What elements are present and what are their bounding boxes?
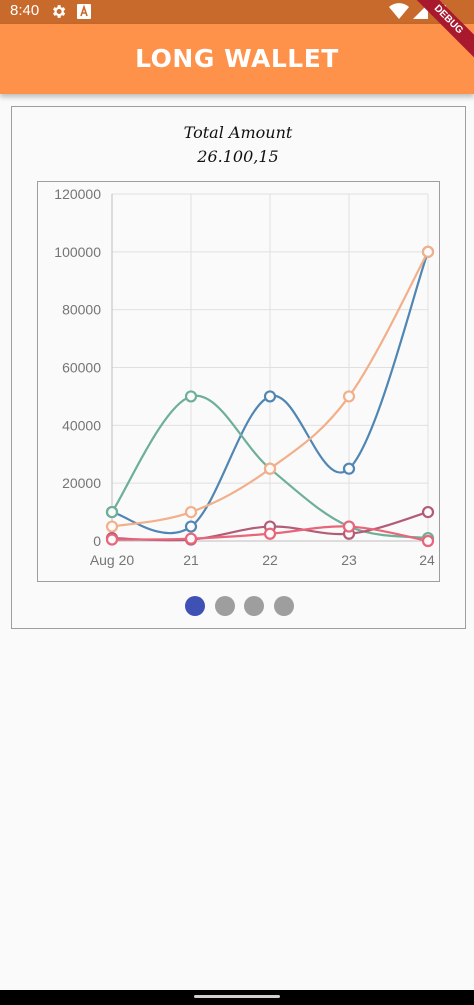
navigation-bar xyxy=(0,990,474,1005)
series-5-point xyxy=(342,520,356,533)
series-2-point xyxy=(105,505,119,519)
series-line-1 xyxy=(111,251,430,535)
app-title: LONG WALLET xyxy=(135,44,339,73)
page-dot-4[interactable] xyxy=(273,596,294,616)
app-bar: LONG WALLET xyxy=(0,24,474,94)
series-1-point xyxy=(184,520,198,533)
x-tick-label: 22 xyxy=(262,552,278,568)
page-dot-3[interactable] xyxy=(244,596,264,616)
page-dot-2[interactable] xyxy=(214,596,235,616)
series-3-point xyxy=(421,245,435,258)
y-tick-label: 0 xyxy=(93,533,101,549)
y-tick-label: 80000 xyxy=(62,302,101,318)
series-4-point xyxy=(421,505,435,519)
wifi-icon xyxy=(389,3,409,24)
y-tick-label: 60000 xyxy=(62,360,101,376)
x-tick-label: Aug 20 xyxy=(90,552,135,568)
y-tick-label: 100000 xyxy=(54,244,101,260)
series-2-point xyxy=(184,390,198,403)
x-tick-label: 23 xyxy=(341,552,357,568)
status-bar: 8:40 xyxy=(0,0,474,24)
x-tick-label: 21 xyxy=(183,552,199,568)
series-1-point xyxy=(263,390,277,403)
battery-icon xyxy=(436,3,446,24)
signal-icon xyxy=(412,3,429,24)
series-5-point xyxy=(263,527,277,540)
series-5-point xyxy=(421,534,435,548)
y-tick-label: 120000 xyxy=(54,186,101,202)
y-tick-label: 20000 xyxy=(62,475,101,491)
total-amount-label: Total Amount xyxy=(183,123,293,142)
y-tick-label: 40000 xyxy=(62,417,101,433)
series-1-point xyxy=(342,462,356,475)
status-time: 8:40 xyxy=(10,2,40,19)
series-3-point xyxy=(105,520,119,533)
home-handle[interactable] xyxy=(194,995,280,998)
chart-frame[interactable]: 0 20000 40000 60000 80000 100000 120000 Aug 20 2… xyxy=(37,181,440,582)
x-tick-label: 24 xyxy=(419,552,435,568)
total-amount-value: 26.100,15 xyxy=(197,147,279,166)
line-chart[interactable]: 0 20000 40000 60000 80000 100000 120000 Aug 20 2… xyxy=(38,182,438,580)
series-5-point xyxy=(105,533,119,546)
series-5-point xyxy=(184,532,198,545)
page-indicator xyxy=(0,596,474,616)
series-line-3 xyxy=(111,251,429,528)
series-line-2 xyxy=(111,394,429,540)
a-badge-icon xyxy=(76,3,92,24)
page-dot-1[interactable] xyxy=(185,596,205,616)
series-3-point xyxy=(184,505,198,519)
settings-icon xyxy=(50,3,67,24)
series-3-point xyxy=(342,390,356,403)
series-3-point xyxy=(263,462,277,475)
